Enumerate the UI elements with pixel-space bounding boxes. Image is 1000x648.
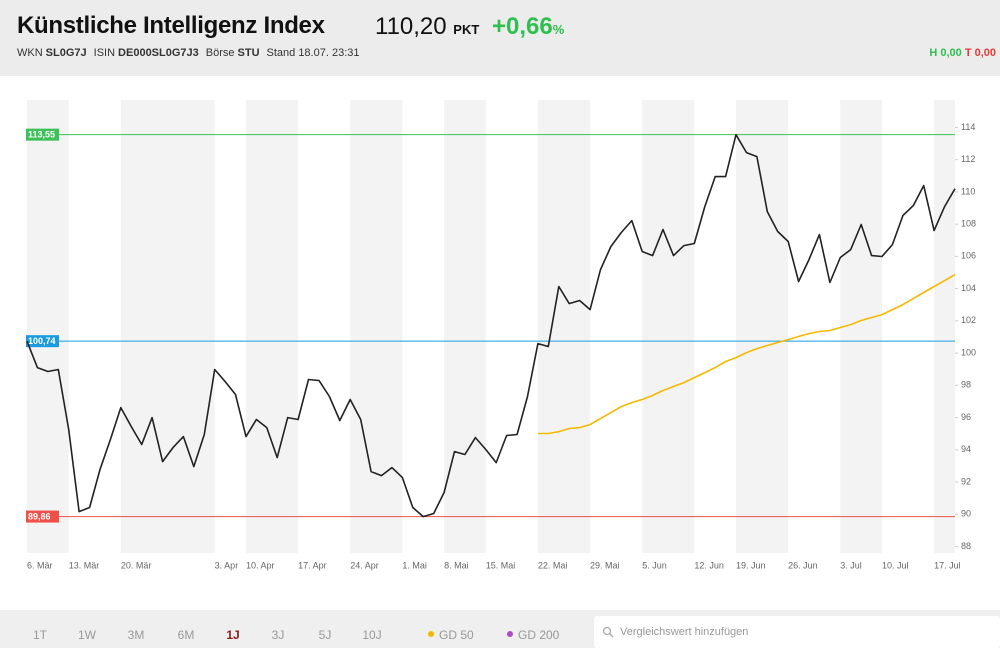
week-band xyxy=(537,100,591,553)
toolbar: Vergleichswert hinzufügen 1T 1W 3M 6M 1J 3J 5J… xyxy=(0,610,1000,648)
range-button[interactable]: 1W xyxy=(78,628,96,642)
series-line xyxy=(537,273,956,435)
price-unit: PKT xyxy=(453,22,480,37)
y-tick-label: 92 xyxy=(961,476,971,486)
price: 110,20 xyxy=(375,13,447,40)
week-band xyxy=(245,100,299,553)
x-tick-label: 1. Mai xyxy=(402,560,427,570)
y-tick-label: 100 xyxy=(961,347,976,357)
change-unit: % xyxy=(552,22,565,37)
week-band xyxy=(840,100,883,553)
high: H 0,00 xyxy=(929,47,962,59)
range-button[interactable]: 6M xyxy=(177,628,195,642)
indicator-name: GD 200 xyxy=(518,628,560,642)
price-block: 110,20 PKT +0,66% xyxy=(375,13,564,41)
reference-label: 100,74 xyxy=(28,336,56,346)
x-tick-label: 15. Mai xyxy=(486,560,516,570)
series-line xyxy=(26,133,956,518)
search-placeholder: Vergleichswert hinzufügen xyxy=(620,626,749,638)
week-band xyxy=(27,100,69,553)
reference-badge xyxy=(26,128,59,141)
week-band xyxy=(934,100,955,553)
y-tick-label: 104 xyxy=(961,283,976,293)
x-tick-label: 10. Jul xyxy=(882,560,909,570)
meta-value: SL0G7J xyxy=(45,47,87,59)
meta-value: DE000SL0G7J3 xyxy=(118,47,199,59)
reference-badge xyxy=(26,335,59,348)
week-band xyxy=(444,100,486,553)
search-box[interactable]: Vergleichswert hinzufügen xyxy=(594,616,1000,648)
week-band xyxy=(120,100,215,553)
x-tick-label: 22. Mai xyxy=(538,560,568,570)
meta-label: ISIN xyxy=(93,47,116,59)
y-tick-label: 96 xyxy=(961,412,971,422)
y-tick-label: 110 xyxy=(961,186,975,196)
y-tick-label: 112 xyxy=(961,154,975,164)
range-button[interactable]: 1T xyxy=(32,628,48,642)
y-tick-label: 114 xyxy=(961,122,975,132)
index-title: Künstliche Intelligenz Index xyxy=(17,12,325,39)
x-tick-label: 24. Apr xyxy=(350,560,379,570)
week-band xyxy=(350,100,403,553)
x-tick-label: 10. Apr xyxy=(246,560,275,570)
y-tick-label: 94 xyxy=(961,444,971,454)
reference-badge xyxy=(26,510,59,523)
meta-value: STU xyxy=(237,47,260,59)
y-tick-label: 102 xyxy=(961,315,976,325)
indicator-name: GD 50 xyxy=(439,628,474,642)
y-tick-label: 98 xyxy=(961,380,971,390)
reference-label: 113,55 xyxy=(28,130,55,140)
x-tick-label: 20. Mär xyxy=(121,560,152,570)
high-low: H 0,00 T 0,00 xyxy=(929,47,996,59)
x-tick-label: 3. Jul xyxy=(840,560,862,570)
x-tick-label: 17. Apr xyxy=(298,560,327,570)
range-button[interactable]: 10J xyxy=(362,628,382,642)
header: Künstliche Intelligenz Index 110,20 PKT … xyxy=(0,0,1000,76)
range-button[interactable]: 5J xyxy=(318,628,332,642)
y-tick-label: 106 xyxy=(961,251,976,261)
meta-line: WKN SL0G7J ISIN DE000SL0G7J3 Börse STU Stand 1… xyxy=(17,47,359,59)
meta-label: WKN xyxy=(17,47,43,59)
stand: Stand 18.07. 23:31 xyxy=(266,47,360,59)
x-tick-label: 6. Mär xyxy=(27,560,53,570)
week-band xyxy=(736,100,789,553)
reference-label: 89,86 xyxy=(28,511,51,521)
indicator-toggle[interactable]: GD 200 xyxy=(507,628,559,642)
meta-label: Börse xyxy=(205,47,235,59)
x-tick-label: 8. Mai xyxy=(444,560,469,570)
change: +0,66 xyxy=(491,13,553,40)
range-button[interactable]: 3J xyxy=(271,628,285,642)
y-tick-label: 90 xyxy=(961,509,971,519)
range-button[interactable]: 3M xyxy=(127,628,145,642)
x-tick-label: 19. Jun xyxy=(736,560,766,570)
indicator-dot xyxy=(507,631,513,637)
x-tick-label: 5. Jun xyxy=(642,560,667,570)
x-tick-label: 13. Mär xyxy=(69,560,100,570)
week-band xyxy=(642,100,695,553)
y-tick-label: 108 xyxy=(961,219,976,229)
low: T 0,00 xyxy=(964,47,996,59)
search-icon xyxy=(602,626,614,638)
indicator-toggle[interactable]: GD 50 xyxy=(428,628,474,642)
chart: 88 90 92 94 96 98 100 102 104 106 108 110 112 114 6. M… xyxy=(26,100,976,570)
x-tick-label: 29. Mai xyxy=(590,560,620,570)
x-tick-label: 3. Apr xyxy=(215,560,239,570)
range-button[interactable]: 1J xyxy=(226,628,240,642)
x-tick-label: 12. Jun xyxy=(694,560,724,570)
y-tick-label: 88 xyxy=(961,541,971,551)
x-tick-label: 26. Jun xyxy=(788,560,818,570)
indicator-dot xyxy=(428,631,434,637)
x-tick-label: 17. Jul xyxy=(934,560,961,570)
